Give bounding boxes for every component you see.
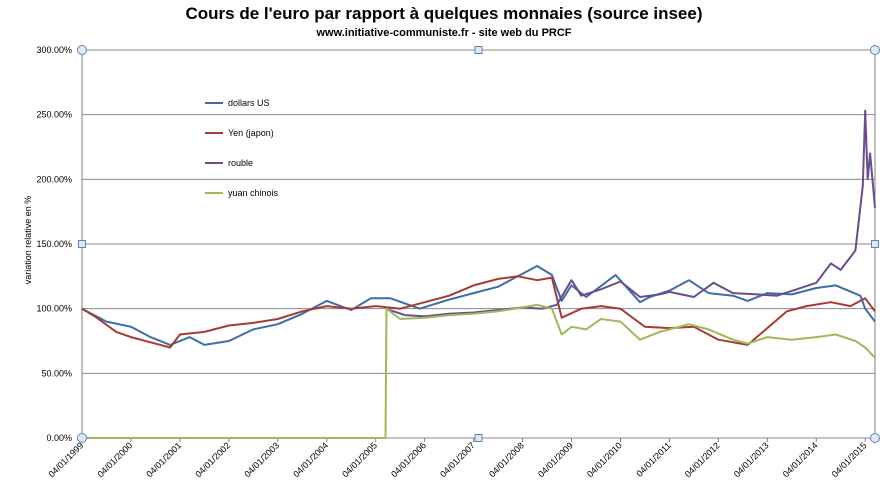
resize-handle[interactable]	[870, 433, 880, 443]
y-tick-label: 200.00%	[36, 174, 72, 184]
x-tick-label: 04/01/2015	[830, 440, 869, 479]
x-tick-label: 04/01/2010	[585, 440, 624, 479]
x-tick-label: 04/01/2011	[634, 440, 672, 478]
series-line	[81, 275, 876, 349]
legend-label: yuan chinois	[228, 188, 279, 198]
resize-handle[interactable]	[871, 240, 879, 248]
x-tick-label: 04/01/2009	[536, 440, 575, 479]
x-tick-label: 04/01/2012	[683, 440, 722, 479]
x-tick-label: 04/01/2005	[340, 440, 379, 479]
resize-handle[interactable]	[78, 240, 86, 248]
x-tick-label: 04/01/2008	[487, 440, 526, 479]
x-tick-label: 04/01/2006	[389, 440, 428, 479]
series-line	[385, 109, 876, 318]
series-line	[82, 303, 876, 439]
legend-label: rouble	[228, 158, 253, 168]
chart-title: Cours de l'euro par rapport à quelques m…	[185, 4, 703, 23]
legend-label: dollars US	[228, 98, 270, 108]
resize-handle[interactable]	[474, 434, 483, 442]
x-tick-label: 04/01/2003	[242, 440, 281, 479]
resize-handle[interactable]	[870, 45, 880, 55]
x-tick-label: 04/01/2001	[144, 440, 183, 479]
resize-handle[interactable]	[77, 433, 87, 443]
y-tick-label: 300.00%	[36, 45, 72, 55]
y-tick-label: 150.00%	[36, 239, 72, 249]
resize-handle[interactable]	[77, 45, 87, 55]
legend-label: Yen (japon)	[228, 128, 274, 138]
x-tick-label: 04/01/2014	[781, 440, 820, 479]
x-tick-label: 04/01/1999	[46, 440, 85, 479]
y-tick-label: 100.00%	[36, 304, 72, 314]
x-tick-label: 04/01/2002	[193, 440, 232, 479]
chart-subtitle: www.initiative-communiste.fr - site web …	[316, 27, 572, 39]
y-tick-label: 50.00%	[41, 368, 72, 378]
resize-handle[interactable]	[474, 46, 483, 54]
y-tick-label: 250.00%	[36, 110, 72, 120]
x-tick-label: 04/01/2007	[438, 440, 477, 479]
series-line	[81, 265, 876, 346]
x-tick-label: 04/01/2004	[291, 440, 330, 479]
x-tick-label: 04/01/2013	[732, 440, 771, 479]
x-tick-label: 04/01/2000	[95, 440, 134, 479]
y-tick-label: 0.00%	[46, 433, 72, 443]
